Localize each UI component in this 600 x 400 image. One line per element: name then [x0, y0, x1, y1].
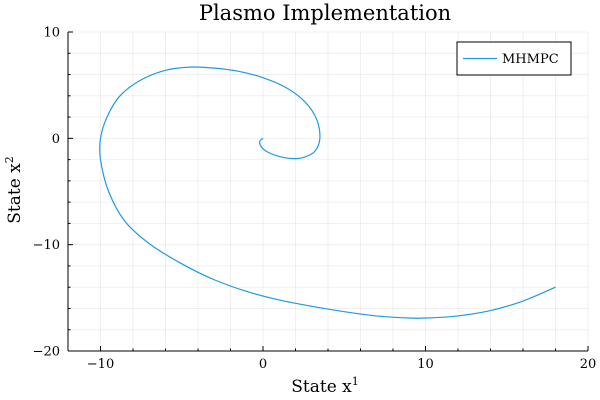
- y-axis-label-base: State x: [5, 163, 25, 224]
- y-tick-label: 0: [52, 132, 60, 147]
- x-tick-label: 20: [580, 357, 597, 372]
- chart-title: Plasmo Implementation: [199, 1, 451, 25]
- legend-label-mhmpc: MHMPC: [502, 52, 559, 67]
- x-axis-label: State x1: [291, 375, 359, 397]
- y-tick-label: −10: [33, 238, 60, 253]
- ticks: −10 0 10 20 −20 −10 0 10: [33, 26, 597, 373]
- grid: [67, 31, 589, 352]
- y-tick-label: −20: [33, 345, 60, 360]
- y-axis-label: State x2: [3, 156, 25, 224]
- y-tick-label: 10: [43, 26, 60, 41]
- x-axis-label-base: State x: [291, 377, 352, 397]
- x-axis-label-sup: 1: [352, 375, 359, 388]
- x-tick-label: 10: [417, 357, 434, 372]
- series: [98, 66, 556, 319]
- legend: MHMPC: [456, 41, 572, 76]
- x-tick-label: 0: [259, 357, 267, 372]
- y-axis-label-sup: 2: [3, 156, 16, 163]
- x-tick-label: −10: [87, 357, 114, 372]
- series-line-mhmpc: [98, 66, 556, 319]
